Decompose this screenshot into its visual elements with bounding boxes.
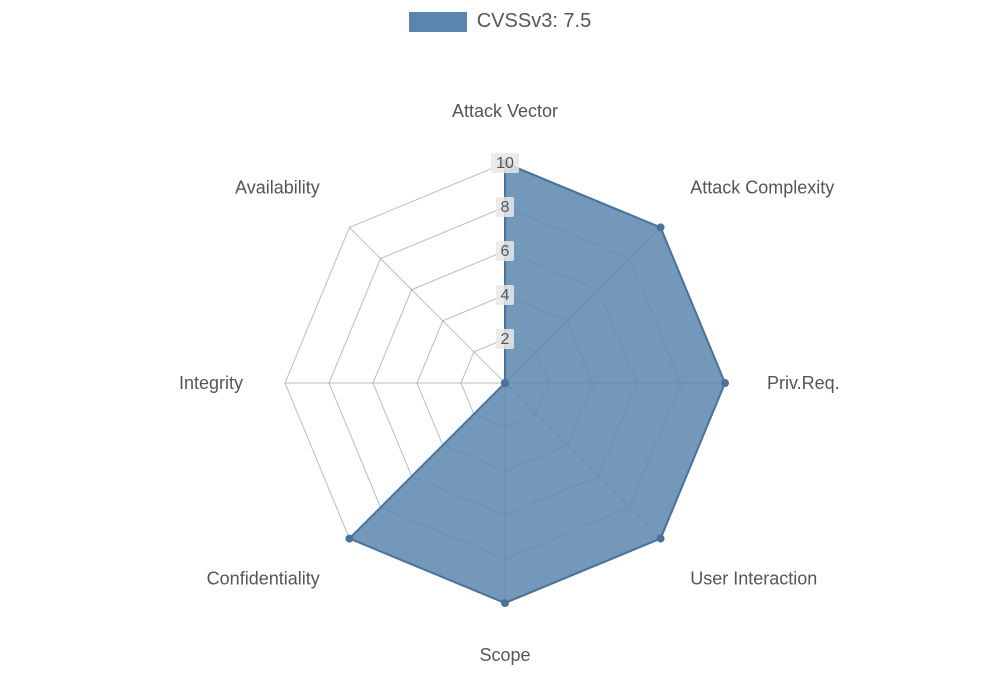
- tick-label: 4: [501, 287, 510, 304]
- axis-label: Attack Vector: [452, 101, 558, 121]
- axis-label: User Interaction: [690, 568, 817, 588]
- radar-chart-container: CVSSv3: 7.5 Attack Vector Attack Complexi…: [0, 0, 1000, 700]
- tick-label: 10: [496, 155, 514, 172]
- radar-point: [721, 379, 729, 387]
- axis-label: Attack Complexity: [690, 178, 834, 198]
- chart-legend: CVSSv3: 7.5: [0, 0, 1000, 33]
- radar-chart: Attack Vector Attack Complexity Priv.Req. U…: [0, 33, 1000, 693]
- axis-label: Confidentiality: [207, 568, 320, 588]
- legend-label: CVSSv3: 7.5: [477, 10, 592, 33]
- axis-label: Availability: [235, 178, 320, 198]
- radar-point: [501, 599, 509, 607]
- radar-point: [501, 379, 509, 387]
- radar-point: [345, 535, 353, 543]
- tick-label: 2: [501, 331, 510, 348]
- radar-point: [657, 535, 665, 543]
- legend-swatch: [409, 12, 467, 32]
- tick-label: 8: [501, 199, 510, 216]
- tick-label: 6: [501, 243, 510, 260]
- axis-label: Priv.Req.: [767, 373, 840, 393]
- axis-label: Scope: [479, 645, 530, 665]
- radar-point: [657, 223, 665, 231]
- axis-label: Integrity: [179, 373, 243, 393]
